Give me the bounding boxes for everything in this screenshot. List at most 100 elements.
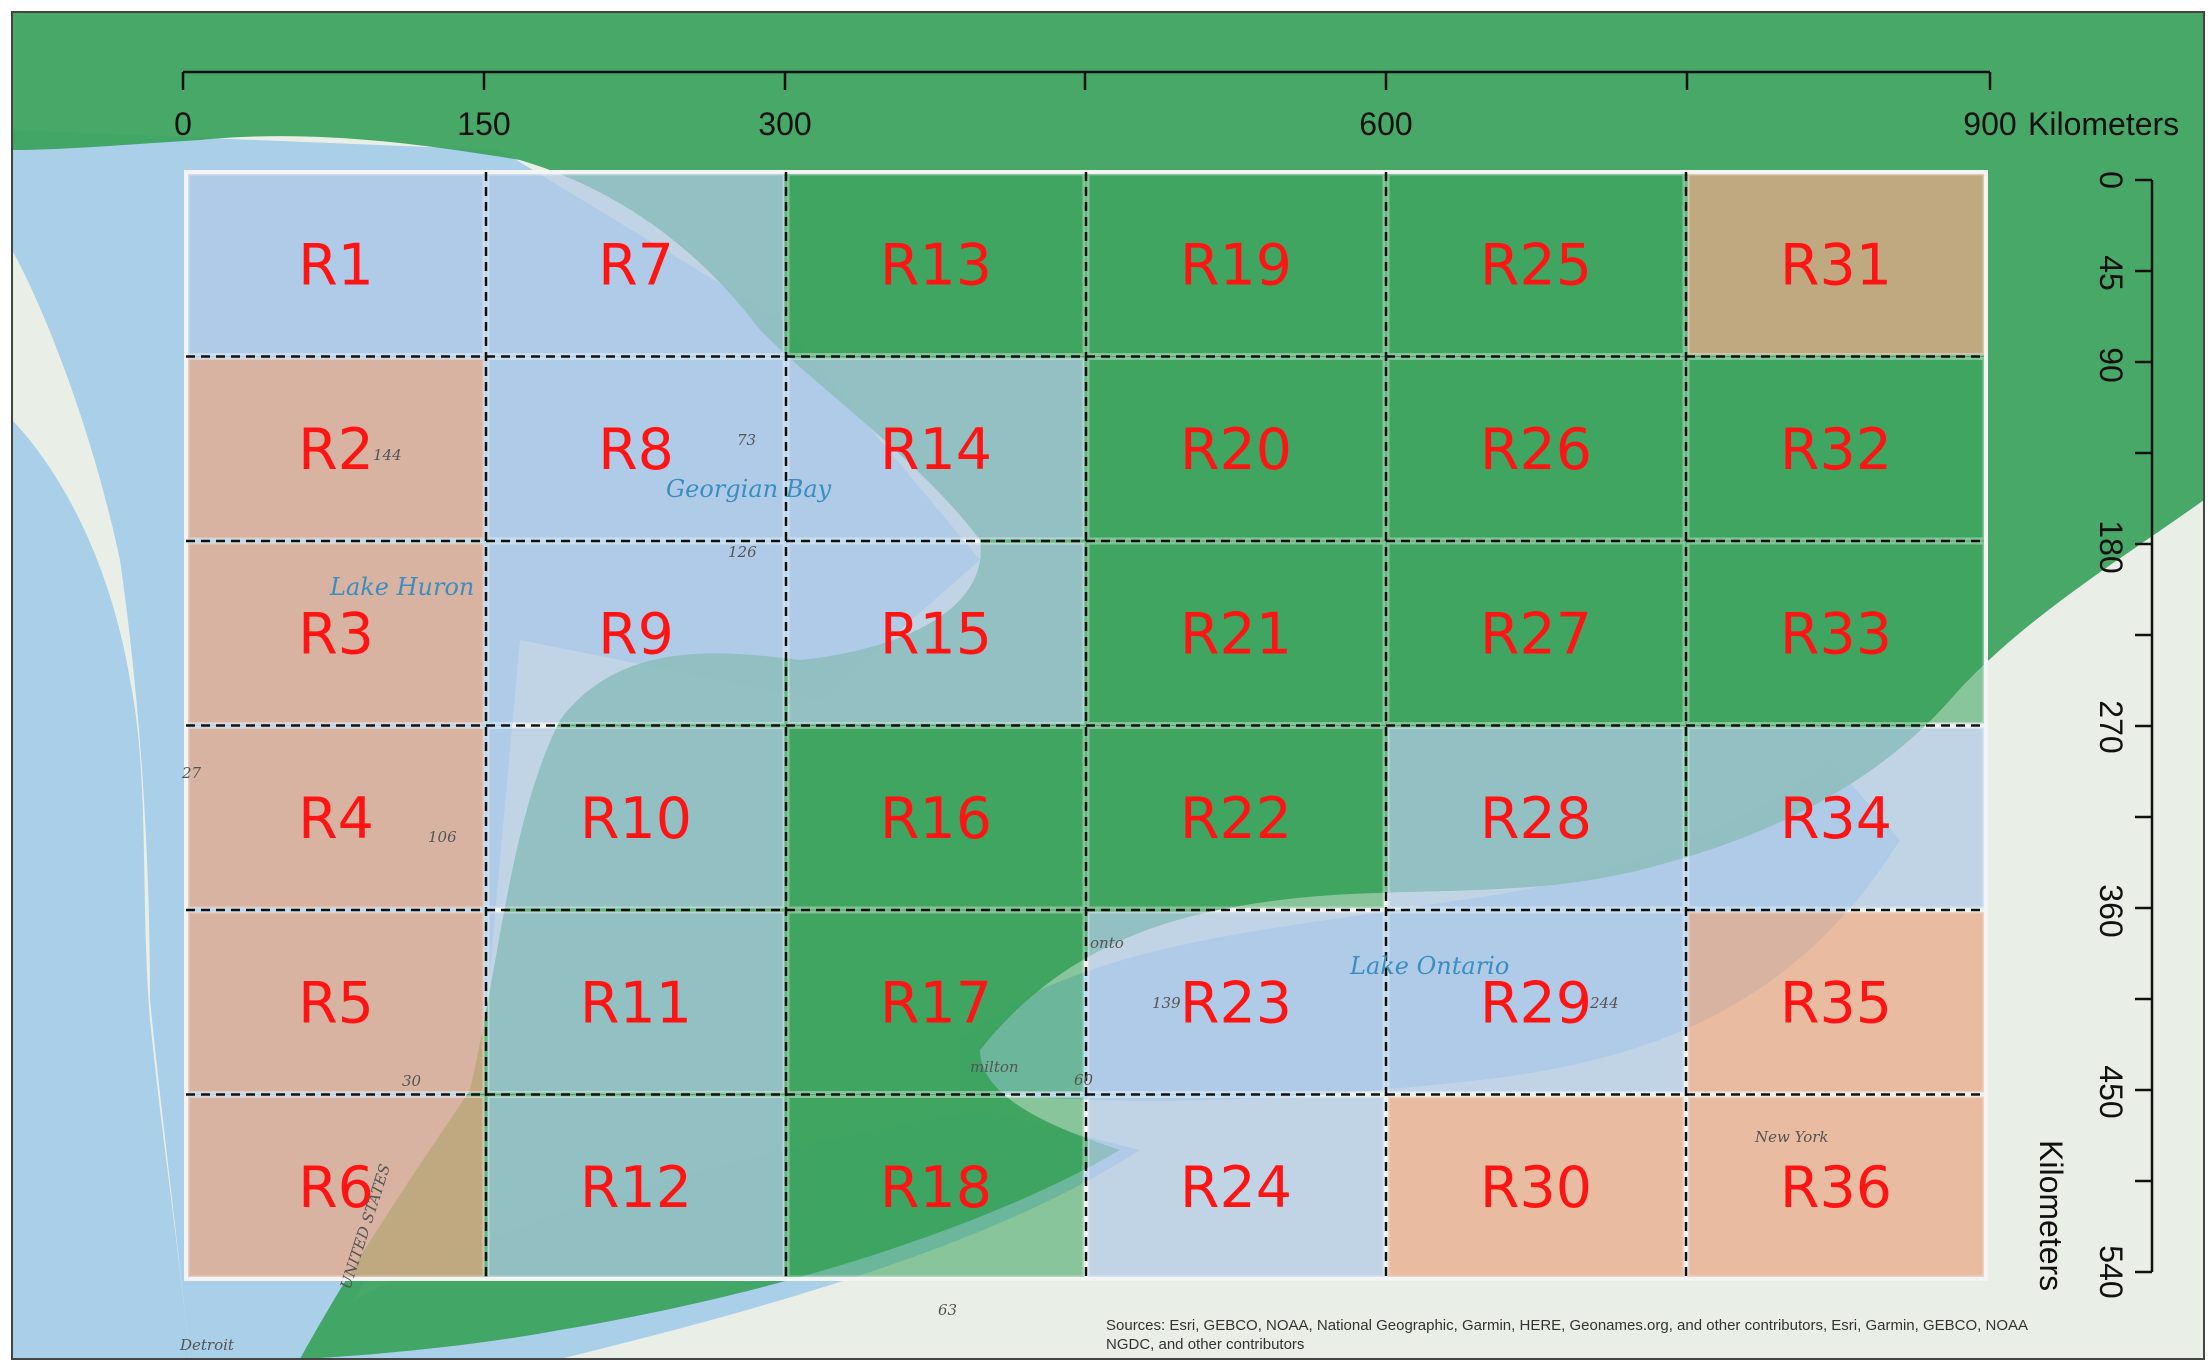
scale-tick-label: 600 (1359, 106, 1412, 142)
region-cell-r12 (486, 1095, 786, 1279)
region-label-r11: R11 (580, 970, 692, 1036)
region-cell-r21 (1086, 541, 1386, 725)
region-cell-r11 (486, 910, 786, 1094)
toronto-label: onto (1090, 934, 1124, 952)
basemap-number: 126 (728, 543, 757, 561)
region-cell-r14 (786, 357, 1086, 541)
region-label-r28: R28 (1480, 786, 1592, 852)
region-label-r22: R22 (1180, 786, 1292, 852)
region-label-r3: R3 (298, 601, 374, 667)
region-label-r24: R24 (1180, 1155, 1292, 1221)
region-cell-r23 (1086, 910, 1386, 1094)
lake-huron-label: Lake Huron (329, 573, 474, 601)
region-label-r8: R8 (598, 417, 674, 483)
region-label-r23: R23 (1180, 970, 1292, 1036)
scale-unit-label: Kilometers (2033, 1140, 2069, 1291)
region-cell-r35 (1686, 910, 1986, 1094)
region-label-r7: R7 (598, 232, 674, 298)
map-text-labels: Georgian Bay Lake Huron Lake Ontario ont… (179, 431, 1829, 1354)
region-cell-r27 (1386, 541, 1686, 725)
region-cell-r33 (1686, 541, 1986, 725)
scale-tick-label: 360 (2093, 884, 2129, 937)
region-label-r29: R29 (1480, 970, 1592, 1036)
scale-tick-label: 0 (174, 106, 192, 142)
vertical-scale-bar: 0 45 90 180 270 360 450 540 Kilometers (2033, 171, 2154, 1299)
region-cell-r4 (186, 726, 486, 910)
region-label-r19: R19 (1180, 232, 1292, 298)
region-cell-r29 (1386, 910, 1686, 1094)
region-cell-r24 (1086, 1095, 1386, 1279)
scale-unit-label: Kilometers (2028, 106, 2179, 142)
basemap-number: 30 (402, 1072, 422, 1090)
scale-tick-label: 150 (457, 106, 510, 142)
region-cell-r18 (786, 1095, 1086, 1279)
scale-tick-label: 90 (2093, 347, 2129, 383)
region-cell-r28 (1386, 726, 1686, 910)
basemap-number: 73 (737, 431, 756, 449)
region-cell-r20 (1086, 357, 1386, 541)
region-label-r4: R4 (298, 786, 374, 852)
region-label-r10: R10 (580, 786, 692, 852)
region-cell-r9 (486, 541, 786, 725)
attribution: Sources: Esri, GEBCO, NOAA, National Geo… (1106, 1317, 2028, 1353)
region-label-r5: R5 (298, 970, 374, 1036)
attribution-line-2: NGDC, and other contributors (1106, 1336, 1304, 1353)
region-cell-r10 (486, 726, 786, 910)
region-labels: R1 R2 R3 R4 R5 R6 R7 R8 R9 R10 R11 R12 R13 R14 R15 R16 R… (298, 232, 1892, 1221)
scale-tick-label: 300 (758, 106, 811, 142)
basemap-number: 60 (1074, 1071, 1094, 1089)
region-label-r36: R36 (1780, 1155, 1892, 1221)
georgian-bay-label: Georgian Bay (666, 475, 832, 503)
region-label-r35: R35 (1780, 970, 1892, 1036)
hamilton-label: milton (970, 1058, 1019, 1076)
lake-ontario-label: Lake Ontario (1349, 952, 1509, 980)
horizontal-scale-bar: 0 150 300 600 900 Kilometers (174, 70, 2179, 142)
basemap-number: 27 (181, 764, 202, 782)
region-cell-r16 (786, 726, 1086, 910)
region-label-r34: R34 (1780, 786, 1892, 852)
lake-michigan (12, 420, 190, 1359)
region-cell-r22 (1086, 726, 1386, 910)
region-label-r17: R17 (880, 970, 992, 1036)
region-label-r12: R12 (580, 1155, 692, 1221)
basemap-number: 244 (1589, 994, 1619, 1012)
region-label-r30: R30 (1480, 1155, 1592, 1221)
scale-tick-label: 540 (2093, 1245, 2129, 1298)
region-cell-r36 (1686, 1095, 1986, 1279)
region-label-r26: R26 (1480, 417, 1592, 483)
region-cell-r19 (1086, 172, 1386, 356)
region-label-r31: R31 (1780, 232, 1892, 298)
new-york-label: New York (1754, 1128, 1829, 1146)
region-label-r21: R21 (1180, 601, 1292, 667)
basemap-number: 139 (1152, 994, 1181, 1012)
region-label-r9: R9 (598, 601, 674, 667)
region-label-r15: R15 (880, 601, 992, 667)
region-cell-r3 (186, 541, 486, 725)
region-label-r32: R32 (1780, 417, 1892, 483)
region-label-r18: R18 (880, 1155, 992, 1221)
region-cell-r5 (186, 910, 486, 1094)
attribution-line-1: Sources: Esri, GEBCO, NOAA, National Geo… (1106, 1317, 2028, 1334)
scale-tick-label: 270 (2093, 700, 2129, 753)
region-cell-r7 (486, 172, 786, 356)
region-cell-r32 (1686, 357, 1986, 541)
region-cell-r25 (1386, 172, 1686, 356)
region-label-r20: R20 (1180, 417, 1292, 483)
region-cell-r2 (186, 357, 486, 541)
region-label-r16: R16 (880, 786, 992, 852)
region-label-r6: R6 (298, 1155, 374, 1221)
region-label-r1: R1 (298, 232, 374, 298)
basemap-number: 106 (428, 828, 457, 846)
region-cell-r15 (786, 541, 1086, 725)
region-label-r27: R27 (1480, 601, 1592, 667)
region-label-r2: R2 (298, 417, 374, 483)
scale-tick-label: 450 (2093, 1065, 2129, 1118)
region-label-r33: R33 (1780, 601, 1892, 667)
scale-tick-label: 45 (2093, 255, 2129, 291)
region-label-r14: R14 (880, 417, 992, 483)
region-cell-r17 (786, 910, 1086, 1094)
region-cell-r26 (1386, 357, 1686, 541)
basemap-number: 144 (373, 446, 402, 464)
scale-tick-label: 0 (2093, 171, 2129, 189)
